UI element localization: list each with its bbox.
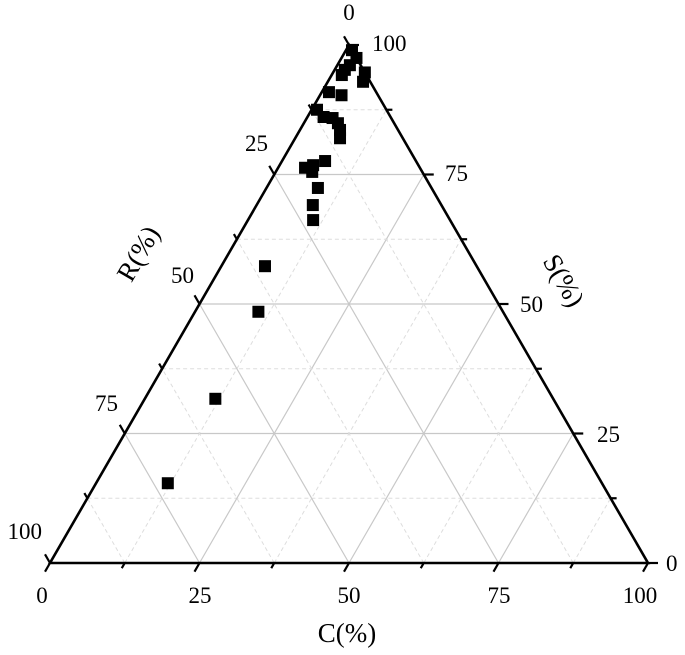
r-tick-label: 100 xyxy=(8,519,43,544)
data-point xyxy=(258,260,271,273)
r-axis-tick xyxy=(193,294,201,305)
grid-line-c xyxy=(348,303,500,564)
r-axis-tick xyxy=(158,363,164,370)
grid-line-r xyxy=(124,433,201,564)
data-point xyxy=(358,66,371,79)
r-axis-title: R(%) xyxy=(111,221,166,287)
r-tick-label: 25 xyxy=(245,131,268,156)
data-point xyxy=(319,155,332,168)
r-axis-tick xyxy=(44,553,51,564)
r-axis-tick xyxy=(232,233,238,240)
data-point xyxy=(335,69,348,82)
grid-line-c xyxy=(273,239,462,564)
data-point xyxy=(334,132,347,145)
s-tick-label: 25 xyxy=(597,422,620,447)
c-axis-tick xyxy=(120,562,126,569)
data-point xyxy=(322,86,335,99)
r-axis-tick xyxy=(268,165,276,176)
grid-line-c xyxy=(572,498,612,564)
c-tick-label: 75 xyxy=(488,583,511,608)
c-tick-label: 100 xyxy=(623,583,658,608)
s-tick-label: 50 xyxy=(520,292,543,317)
r-tick-label: 75 xyxy=(95,391,118,416)
s-axis-title: S(%) xyxy=(537,249,591,312)
data-point xyxy=(161,477,174,490)
data-point xyxy=(306,199,319,212)
data-point xyxy=(335,89,348,102)
c-tick-label: 50 xyxy=(338,583,361,608)
data-point xyxy=(209,392,222,405)
c-axis-tick xyxy=(492,562,500,573)
grid-line-r xyxy=(311,109,574,564)
grid-line-r xyxy=(161,368,275,564)
data-point xyxy=(252,305,265,318)
c-axis-tick xyxy=(44,562,51,573)
c-axis-tick xyxy=(642,562,649,573)
data-point xyxy=(307,159,320,172)
c-axis-tick xyxy=(270,562,276,569)
c-axis-tick xyxy=(343,562,350,573)
grid-line-r xyxy=(86,498,126,564)
c-axis-tick xyxy=(193,562,201,573)
grid-line-r xyxy=(198,303,350,564)
data-point xyxy=(311,181,324,194)
r-axis-tick xyxy=(83,492,89,499)
s-tick-label: 100 xyxy=(372,31,407,56)
s-tick-label: 75 xyxy=(445,161,468,186)
c-tick-label: 0 xyxy=(36,583,48,608)
r-tick-label: 0 xyxy=(343,0,355,25)
r-axis-tick xyxy=(343,35,350,46)
grid-line-r xyxy=(236,239,425,564)
grid xyxy=(86,109,612,564)
c-axis-tick xyxy=(569,562,575,569)
tick-labels: 0 25 50 75 100 0 25 50 75 100 0 25 50 75… xyxy=(8,0,678,608)
r-axis-tick xyxy=(118,424,126,435)
grid-line-c xyxy=(423,368,537,564)
s-tick-label: 0 xyxy=(666,551,678,576)
c-axis-tick xyxy=(419,562,425,569)
data-point xyxy=(307,214,320,227)
c-axis-title: C(%) xyxy=(318,618,376,648)
data-point xyxy=(357,75,370,88)
c-tick-label: 25 xyxy=(189,583,212,608)
grid-line-c xyxy=(497,433,574,564)
r-tick-label: 50 xyxy=(171,263,194,288)
data-point xyxy=(334,123,347,136)
data-points xyxy=(161,44,371,490)
grid-line-c xyxy=(124,109,387,564)
